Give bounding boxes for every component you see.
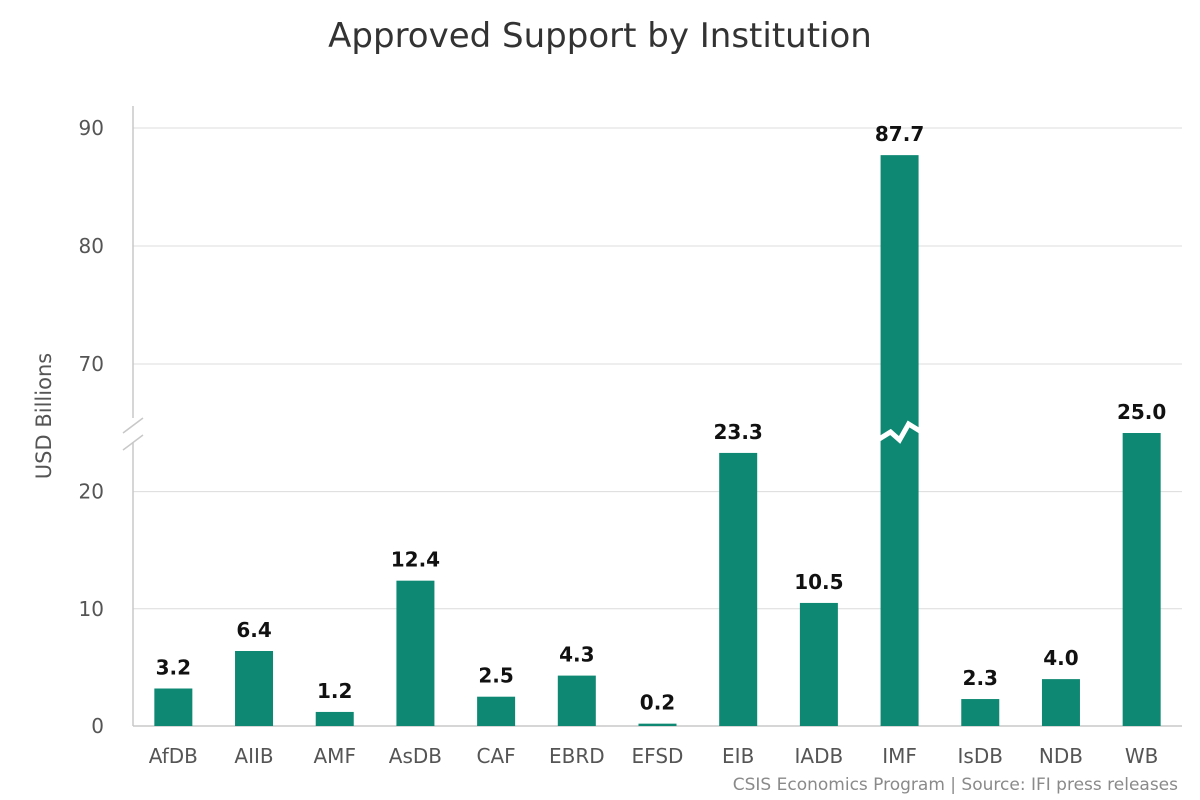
bar-ebrd: [557, 675, 596, 726]
bar-ndb: [1041, 679, 1080, 726]
x-tick-label: AIIB: [234, 744, 273, 768]
chart-title: Approved Support by Institution: [328, 16, 872, 56]
y-axis-break-mark: [122, 434, 144, 451]
bar-amf: [315, 711, 354, 726]
x-tick-label: EIB: [722, 744, 754, 768]
bar-caf: [477, 696, 516, 726]
y-axis-break-mark: [122, 417, 144, 434]
x-tick-label: IMF: [882, 744, 917, 768]
y-tick-label: 10: [79, 597, 104, 621]
data-label: 6.4: [236, 618, 271, 642]
data-label: 87.7: [875, 122, 924, 146]
data-label: 10.5: [794, 570, 843, 594]
bar-asdb: [396, 580, 435, 726]
bar-afdb: [154, 688, 193, 726]
bars: [154, 155, 1161, 726]
bar-eib: [719, 452, 758, 726]
data-label: 0.2: [640, 691, 675, 715]
x-tick-label: AMF: [314, 744, 356, 768]
x-tick-label: IADB: [795, 744, 844, 768]
source-credit: CSIS Economics Program | Source: IFI pre…: [733, 775, 1178, 795]
data-label: 12.4: [391, 548, 440, 572]
data-label: 3.2: [156, 655, 191, 679]
x-tick-label: EBRD: [549, 744, 605, 768]
x-tick-label: AsDB: [389, 744, 442, 768]
bar-efsd: [638, 723, 677, 726]
y-tick-label: 90: [79, 116, 104, 140]
y-tick-label: 0: [91, 714, 104, 738]
bar-aiib: [235, 650, 274, 726]
data-label: 25.0: [1117, 400, 1166, 424]
x-tick-label: WB: [1125, 744, 1159, 768]
data-labels: 3.2 6.4 1.2 12.4 2.5 4.3 0.2 23.3 10.5 87.7 2.3 4.0…: [156, 122, 1167, 715]
x-tick-label: IsDB: [958, 744, 1003, 768]
data-label: 1.2: [317, 679, 352, 703]
bar-isdb: [961, 699, 1000, 726]
x-tick-label: NDB: [1039, 744, 1083, 768]
x-tick-label: EFSD: [632, 744, 684, 768]
axes: [132, 106, 1182, 727]
bar-iadb: [799, 602, 838, 726]
grid-lines: [133, 127, 1182, 610]
data-label: 4.3: [559, 643, 594, 667]
x-tick-label: CAF: [477, 744, 516, 768]
data-label: 2.3: [963, 666, 998, 690]
x-tick-label: AfDB: [149, 744, 198, 768]
data-label: 23.3: [714, 420, 763, 444]
data-label: 2.5: [478, 664, 513, 688]
y-axis-label: USD Billions: [32, 353, 56, 479]
y-tick-label: 80: [79, 234, 104, 258]
y-tick-label: 20: [79, 480, 104, 504]
tick-labels: 0 10 20 70 80 90 AfDB AIIB AMF AsDB CAF EBRD EFSD EIB…: [79, 116, 1159, 768]
bar-wb: [1122, 433, 1161, 726]
y-tick-label: 70: [79, 352, 104, 376]
bar-break-mark: [876, 420, 923, 444]
data-label: 4.0: [1043, 646, 1078, 670]
axis-break: [122, 417, 923, 451]
